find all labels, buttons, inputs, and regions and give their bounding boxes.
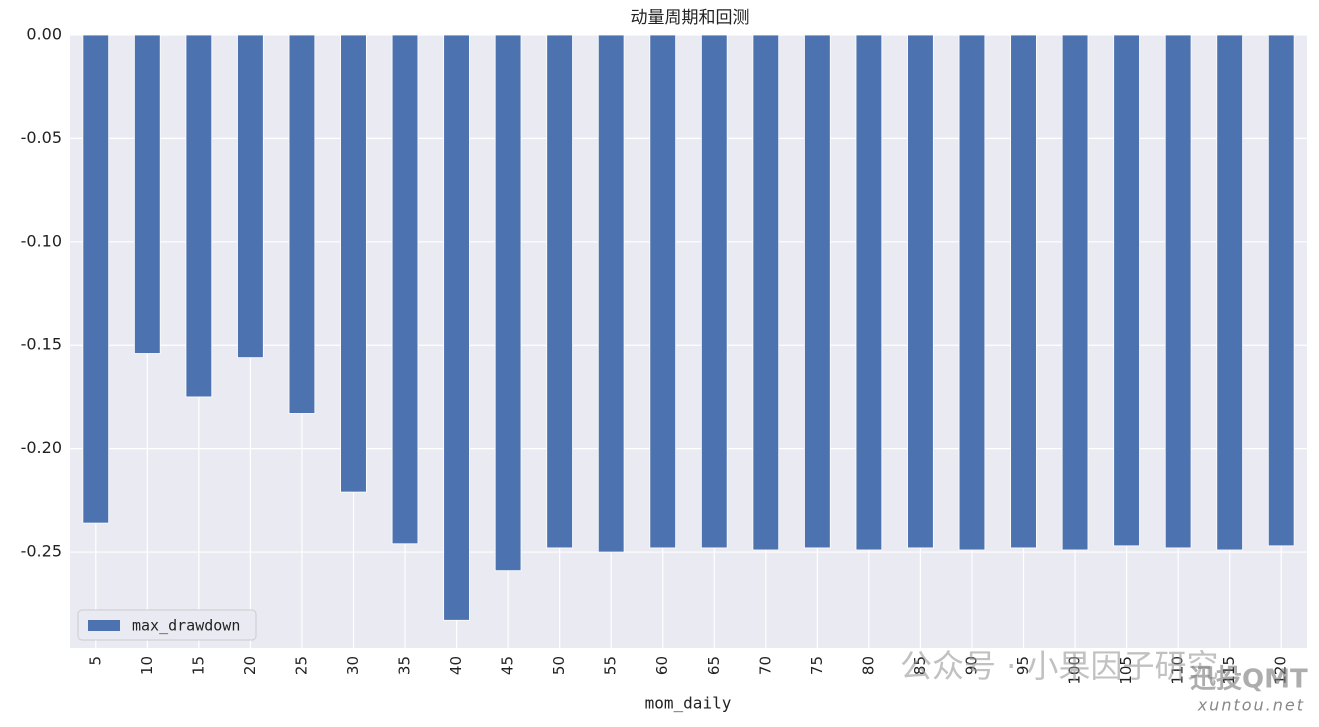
x-tick-label: 45 (499, 656, 517, 675)
watermark: 公众号 · 小果因子研究 (900, 647, 1219, 685)
legend-swatch (88, 620, 120, 631)
x-tick-label: 100 (1066, 656, 1084, 685)
y-tick-label: -0.10 (21, 231, 62, 250)
x-tick-label: 65 (705, 656, 723, 675)
bar (494, 34, 522, 572)
bar (1113, 34, 1140, 547)
x-tick-label: 15 (189, 656, 207, 675)
bar (288, 34, 316, 414)
bar (82, 34, 110, 524)
x-tick-label: 10 (138, 656, 156, 675)
bar (340, 34, 367, 493)
plot-area (70, 35, 1307, 648)
bar (1061, 34, 1089, 551)
bar (649, 34, 677, 549)
x-tick-label: 110 (1169, 656, 1187, 685)
y-tick-label: -0.25 (21, 542, 62, 561)
bar (907, 34, 934, 549)
x-tick-label: 55 (602, 656, 620, 675)
legend: max_drawdown (77, 609, 257, 641)
bar (391, 34, 419, 545)
x-tick-label: 90 (962, 656, 980, 675)
bar (546, 34, 573, 549)
x-tick-label: 35 (396, 656, 414, 675)
x-tick-label: 115 (1220, 656, 1238, 685)
x-tick-label: 70 (756, 656, 774, 675)
legend-box (77, 609, 257, 641)
bar (855, 34, 883, 551)
bar (752, 34, 780, 551)
x-tick-label: 30 (344, 656, 362, 675)
bar (1267, 34, 1295, 547)
legend-label: max_drawdown (132, 617, 240, 635)
y-tick-label: -0.15 (21, 335, 62, 354)
x-tick-label: 25 (292, 656, 310, 675)
y-tick-label: -0.05 (21, 128, 62, 147)
x-axis-label: mom_daily (645, 694, 732, 713)
x-tick-label: 105 (1117, 656, 1135, 685)
x-tick-label: 85 (911, 656, 929, 675)
chart-title: 动量周期和回测 (631, 8, 750, 28)
x-tick-label: 5 (86, 656, 104, 666)
bar (597, 34, 625, 553)
bar (804, 34, 831, 549)
y-tick-label: -0.20 (21, 438, 62, 457)
bar (700, 34, 728, 549)
x-tick-label: 50 (550, 656, 568, 675)
x-tick-label: 120 (1272, 656, 1290, 685)
bar (185, 34, 213, 398)
watermark: 迅投QMT (1190, 665, 1308, 695)
x-tick-label: 20 (241, 656, 259, 675)
bar (958, 34, 986, 551)
bar (1216, 34, 1243, 551)
y-tick-label: 0.00 (26, 25, 62, 44)
x-tick-label: 60 (653, 656, 671, 675)
bar (1164, 34, 1192, 549)
x-tick-label: 75 (808, 656, 826, 675)
watermark: xuntou.net (1197, 696, 1305, 715)
x-tick-label: 80 (859, 656, 877, 675)
bar (134, 34, 161, 354)
x-tick-label: 95 (1014, 656, 1032, 675)
bar (237, 34, 264, 359)
bar (1010, 34, 1037, 549)
x-tick-label: 40 (447, 656, 465, 675)
bar (443, 34, 470, 621)
